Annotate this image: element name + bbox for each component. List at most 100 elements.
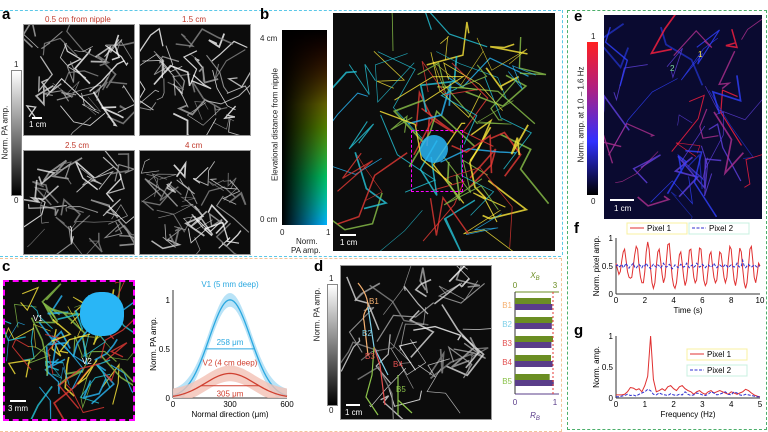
branch-label-b4: B4 <box>393 360 403 369</box>
vessel <box>146 173 159 197</box>
vessel <box>141 173 167 203</box>
vessel <box>59 42 87 79</box>
vessel <box>360 321 404 361</box>
vessel <box>390 114 413 133</box>
vessel <box>720 89 743 146</box>
vessel <box>333 192 383 231</box>
vessel <box>337 152 408 225</box>
vessel <box>41 283 62 319</box>
colorbar-e <box>587 42 598 195</box>
panel-f-label: f <box>574 220 579 237</box>
vessel <box>421 60 481 96</box>
vessel <box>73 335 83 359</box>
vessel <box>413 325 462 341</box>
cb-a-label: Norm. PA amp. <box>0 105 10 160</box>
vessel <box>391 13 394 52</box>
vessel <box>615 151 659 184</box>
vessel <box>468 148 497 189</box>
vessel <box>104 39 123 58</box>
vessel <box>218 237 240 249</box>
cb-d-max: 1 <box>329 274 334 283</box>
vessel <box>41 31 63 49</box>
vessel <box>71 240 100 254</box>
vessel <box>490 43 528 55</box>
vessel <box>608 122 656 156</box>
vessel <box>55 214 91 233</box>
vessel <box>66 25 103 61</box>
vessel <box>214 49 246 80</box>
vessel <box>109 352 133 361</box>
vessel <box>23 327 35 361</box>
vessel <box>27 342 52 365</box>
vessel <box>117 219 134 247</box>
vessel <box>673 156 700 198</box>
vessel <box>24 179 41 204</box>
vessel <box>30 385 53 419</box>
branch-b4 <box>365 346 379 416</box>
vessel <box>699 108 719 139</box>
vessel <box>206 118 217 135</box>
vessel <box>211 40 248 62</box>
vessel <box>37 168 57 186</box>
vessel <box>29 185 60 203</box>
vessel <box>25 105 37 118</box>
vessel <box>373 51 406 89</box>
top-tick: 3 <box>553 281 558 290</box>
vessel <box>429 195 470 236</box>
vessel <box>63 70 99 84</box>
vessel <box>419 267 429 294</box>
vessel <box>80 167 97 186</box>
branch-bar-chart: 0 3 0 1 XB RB B1 B2 B3 B4 B5 <box>502 271 559 422</box>
vessel <box>451 134 493 174</box>
series-line-pixel-2 <box>616 388 760 398</box>
legend-box <box>626 222 688 235</box>
vessel <box>140 27 164 53</box>
vessel <box>194 101 209 120</box>
vessel <box>398 341 417 371</box>
vessel <box>380 114 437 193</box>
vessel <box>153 50 167 76</box>
vessel <box>675 142 701 157</box>
vessel <box>191 214 223 233</box>
vessel <box>443 167 513 248</box>
x-tick-label: 600 <box>280 400 294 409</box>
vessel <box>5 320 26 342</box>
y-tick-label: 1 <box>166 296 171 305</box>
vessel <box>192 167 209 184</box>
cb-d-min: 0 <box>329 406 334 415</box>
vessel <box>677 155 722 190</box>
vessel <box>369 368 407 408</box>
vessel <box>341 337 361 372</box>
vessel <box>213 117 235 130</box>
vessel <box>383 266 412 315</box>
image-a-1.5cm <box>139 24 251 136</box>
vessel <box>426 368 461 414</box>
scale-bar-b <box>340 234 356 236</box>
vessel <box>27 323 51 348</box>
vessel <box>374 53 415 103</box>
y-tick-label: 0.5 <box>159 345 171 354</box>
vessel <box>490 131 522 177</box>
vessel <box>407 83 452 125</box>
vessel <box>119 105 127 110</box>
legend-box <box>686 364 748 377</box>
scale-bar-c <box>10 400 26 402</box>
branch-label-b3: B3 <box>365 352 375 361</box>
vessel <box>379 210 423 251</box>
cb-e-max: 1 <box>591 32 596 41</box>
image-a-4cm <box>139 150 251 255</box>
vessel <box>153 64 191 87</box>
vessel <box>144 178 179 207</box>
vessel <box>24 34 39 49</box>
scale-label-b: 1 cm <box>340 238 358 247</box>
cb-b-top: 4 cm <box>260 34 278 43</box>
branch-b5 <box>397 375 413 415</box>
bar-xb-B4 <box>515 355 551 361</box>
vessel <box>158 203 194 219</box>
vessel <box>188 27 234 48</box>
vessel <box>413 89 434 156</box>
vessel <box>67 306 95 338</box>
x-tick-label: 6 <box>700 296 705 305</box>
panel-e-label: e <box>574 8 583 25</box>
vessel <box>473 192 506 223</box>
